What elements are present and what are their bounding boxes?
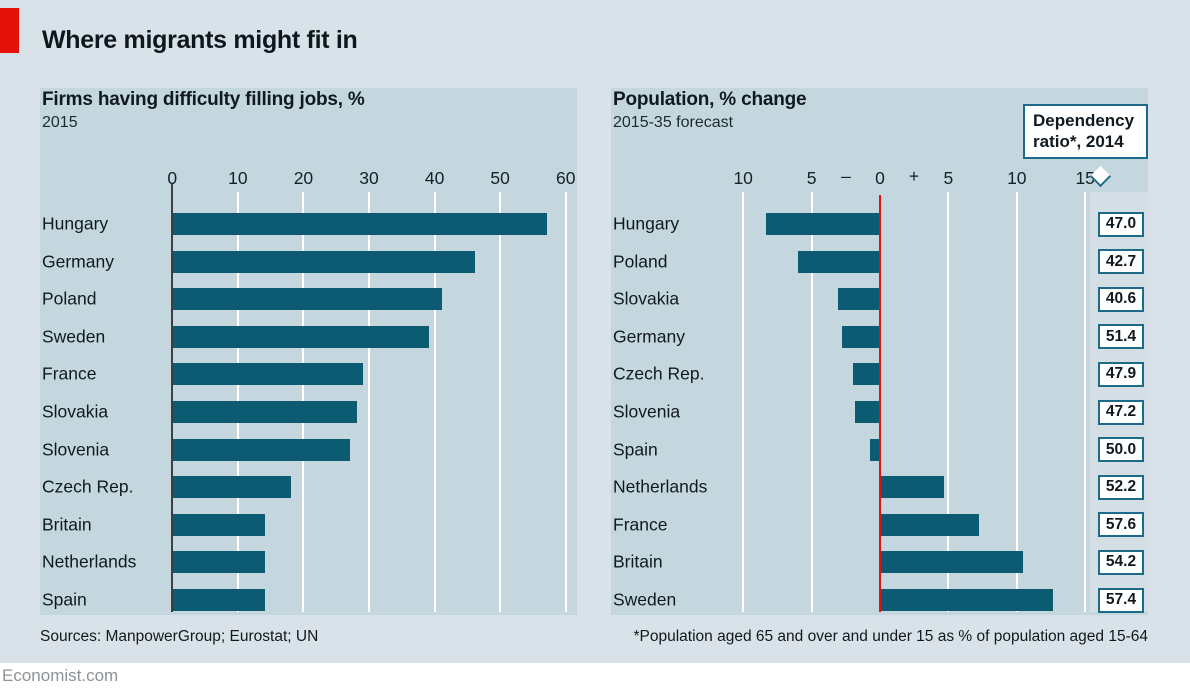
dependency-ratio-value: 42.7: [1098, 249, 1144, 275]
dependency-ratio-value: 40.6: [1098, 286, 1144, 312]
chart-background: Where migrants might fit in Firms having…: [0, 0, 1190, 663]
country-label: Hungary: [42, 213, 109, 234]
axis-tick-label: 15: [1075, 168, 1095, 188]
bar-france: [881, 513, 980, 536]
gridline: [1015, 192, 1018, 612]
economist-red-tab: [0, 8, 19, 53]
country-label: Czech Rep.: [42, 476, 134, 497]
axis-tick-label: 40: [424, 168, 445, 188]
country-label: France: [42, 363, 97, 384]
gridline: [564, 192, 567, 612]
axis-tick-label: 10: [733, 168, 753, 188]
country-label: Czech Rep.: [613, 363, 705, 384]
axis-tick-label: 10: [228, 168, 248, 188]
gridline: [1084, 192, 1087, 612]
gridline: [368, 192, 370, 612]
country-label: Spain: [613, 439, 658, 460]
bar-netherlands: [173, 551, 266, 574]
axis-tick-label: 10: [1007, 168, 1027, 188]
country-label: Hungary: [613, 213, 680, 234]
country-label: Spain: [42, 589, 87, 610]
dependency-ratio-callout: Dependency ratio*, 2014: [1023, 104, 1148, 159]
minus-sign-label: –: [841, 166, 851, 186]
country-label: Netherlands: [613, 476, 708, 497]
bar-czech-rep-: [173, 476, 292, 499]
axis-tick-label: 5: [943, 168, 954, 188]
axis-tick-label: 30: [359, 168, 379, 188]
dependency-ratio-value: 50.0: [1098, 437, 1144, 463]
gridline: [742, 192, 745, 612]
bar-hungary: [173, 213, 548, 235]
axis-tick-label: 20: [293, 168, 314, 188]
gridline: [499, 192, 502, 612]
bar-slovenia: [855, 401, 880, 423]
zero-gridline: [171, 183, 174, 612]
gridline: [433, 192, 436, 612]
axis-tick-label: 0: [167, 168, 178, 188]
country-label: Slovenia: [42, 439, 110, 460]
callout-line-2: ratio*, 2014: [1033, 132, 1124, 151]
bar-britain: [173, 513, 266, 536]
bar-poland: [173, 288, 443, 311]
footer-row: Sources: ManpowerGroup; Eurostat; UN *Po…: [40, 628, 1148, 646]
firms-chart-subtitle: 2015: [42, 114, 78, 131]
bar-germany: [173, 250, 475, 273]
bar-slovenia: [173, 438, 351, 461]
country-label: Sweden: [42, 326, 106, 347]
country-label: Poland: [42, 288, 97, 309]
gridline: [947, 192, 950, 612]
axis-tick-label: 0: [875, 168, 885, 188]
axis-tick-label: 60: [555, 168, 576, 188]
axis-tick-label: 5: [806, 168, 817, 188]
population-chart-subtitle: 2015-35 forecast: [613, 114, 734, 131]
country-label: France: [613, 514, 668, 535]
country-label: Germany: [42, 251, 114, 272]
country-label: Poland: [613, 251, 668, 272]
economist-site-text: Economist.com: [2, 666, 119, 685]
footnote-text: *Population aged 65 and over and under 1…: [633, 628, 1149, 645]
country-label: Britain: [42, 514, 92, 535]
population-chart-title: Population, % change: [613, 89, 807, 110]
dependency-ratio-value: 51.4: [1098, 324, 1144, 350]
bar-germany: [841, 325, 880, 348]
firms-chart-panel: Firms having difficulty filling jobs, % …: [40, 88, 577, 615]
country-label: Netherlands: [42, 551, 137, 572]
dependency-ratio-value: 47.9: [1098, 361, 1144, 387]
country-label: Sweden: [613, 589, 677, 610]
country-label: Slovakia: [613, 288, 680, 309]
zero-gridline: [879, 195, 881, 612]
firms-chart-title: Firms having difficulty filling jobs, %: [42, 89, 365, 110]
main-title: Where migrants might fit in: [42, 26, 358, 54]
country-label: Germany: [613, 326, 685, 347]
gridline: [810, 192, 813, 612]
bar-spain: [870, 438, 880, 461]
bar-slovakia: [837, 288, 880, 311]
dependency-ratio-value: 57.6: [1098, 512, 1144, 538]
bar-poland: [797, 250, 880, 273]
callout-line-1: Dependency: [1033, 111, 1135, 130]
axis-tick-label: 50: [490, 168, 510, 188]
country-label: Slovenia: [613, 401, 681, 422]
bar-britain: [881, 551, 1024, 574]
dependency-ratio-value: 52.2: [1098, 474, 1144, 500]
dependency-ratio-value: 57.4: [1098, 587, 1144, 613]
bar-spain: [173, 589, 266, 611]
bar-czech-rep-: [852, 363, 880, 386]
bar-slovakia: [173, 401, 357, 423]
bar-netherlands: [881, 476, 944, 499]
bar-sweden: [173, 325, 430, 348]
bar-sweden: [881, 589, 1054, 611]
sources-text: Sources: ManpowerGroup; Eurostat; UN: [40, 628, 319, 645]
bar-france: [173, 363, 364, 386]
dependency-ratio-value: 47.2: [1098, 399, 1144, 425]
plus-sign-label: +: [908, 166, 920, 186]
dependency-ratio-value: 54.2: [1098, 549, 1144, 575]
population-chart-panel: Population, % change 2015-35 forecast 10…: [611, 88, 1148, 615]
country-label: Britain: [613, 551, 663, 572]
bar-hungary: [766, 213, 880, 235]
country-label: Slovakia: [42, 401, 109, 422]
dependency-ratio-value: 47.0: [1098, 211, 1144, 237]
